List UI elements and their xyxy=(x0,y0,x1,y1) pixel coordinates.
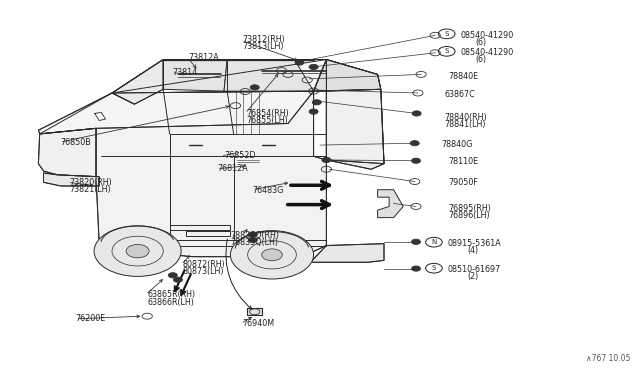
Circle shape xyxy=(168,273,177,278)
Text: S: S xyxy=(432,265,436,271)
FancyArrowPatch shape xyxy=(226,239,252,309)
Polygon shape xyxy=(314,60,381,91)
Polygon shape xyxy=(112,60,326,93)
Text: 79050F: 79050F xyxy=(448,178,478,187)
Text: 78110E: 78110E xyxy=(448,157,478,166)
Text: 76483G: 76483G xyxy=(253,186,284,195)
Text: 76812A: 76812A xyxy=(218,164,248,173)
Circle shape xyxy=(262,249,282,261)
Circle shape xyxy=(250,85,259,90)
Text: 63865R(RH): 63865R(RH) xyxy=(147,290,195,299)
Circle shape xyxy=(412,266,420,271)
Text: (2): (2) xyxy=(467,272,479,281)
Text: 63867C: 63867C xyxy=(445,90,476,99)
Polygon shape xyxy=(224,60,314,91)
Text: S: S xyxy=(445,31,449,37)
Circle shape xyxy=(412,111,421,116)
Polygon shape xyxy=(112,60,163,104)
Text: 78841(LH): 78841(LH) xyxy=(445,120,486,129)
Text: (6): (6) xyxy=(475,38,486,47)
Polygon shape xyxy=(44,173,99,186)
Text: 63866R(LH): 63866R(LH) xyxy=(147,298,194,307)
Text: (4): (4) xyxy=(467,246,478,255)
Circle shape xyxy=(173,277,182,282)
Circle shape xyxy=(312,100,321,105)
Circle shape xyxy=(410,141,419,146)
Text: 80872(RH): 80872(RH) xyxy=(182,260,225,269)
Circle shape xyxy=(412,158,420,163)
Polygon shape xyxy=(247,308,262,315)
Circle shape xyxy=(309,109,318,114)
Polygon shape xyxy=(326,60,384,169)
Circle shape xyxy=(94,226,181,276)
Circle shape xyxy=(248,232,257,237)
Text: 76895(RH): 76895(RH) xyxy=(448,204,491,213)
Text: 80873(LH): 80873(LH) xyxy=(182,267,224,276)
Circle shape xyxy=(295,60,304,65)
Text: 76940M: 76940M xyxy=(242,319,274,328)
Text: 08540-41290: 08540-41290 xyxy=(461,48,514,57)
Text: 08915-5361A: 08915-5361A xyxy=(448,239,502,248)
Text: 73820(RH): 73820(RH) xyxy=(69,178,112,187)
Text: N: N xyxy=(431,239,436,245)
Circle shape xyxy=(126,244,149,258)
Text: S: S xyxy=(445,48,449,54)
Text: 73813(LH): 73813(LH) xyxy=(242,42,284,51)
Text: 76896(LH): 76896(LH) xyxy=(448,211,490,220)
Polygon shape xyxy=(163,60,227,91)
Polygon shape xyxy=(310,244,384,262)
Text: 76200E: 76200E xyxy=(76,314,106,323)
Text: 73812(RH): 73812(RH) xyxy=(242,35,285,44)
Text: 78840G: 78840G xyxy=(442,140,473,149)
Circle shape xyxy=(322,157,331,163)
Text: (6): (6) xyxy=(475,55,486,64)
Text: 78840(RH): 78840(RH) xyxy=(445,113,488,122)
Polygon shape xyxy=(38,128,96,177)
Text: 78835Q(LH): 78835Q(LH) xyxy=(230,238,278,247)
Circle shape xyxy=(412,239,420,244)
Text: 76855(LH): 76855(LH) xyxy=(246,116,288,125)
Text: ∧767 10.05: ∧767 10.05 xyxy=(586,354,630,363)
Text: 76852D: 76852D xyxy=(224,151,255,160)
Text: 08510-61697: 08510-61697 xyxy=(448,265,501,274)
Polygon shape xyxy=(38,91,314,134)
Polygon shape xyxy=(40,60,326,257)
Text: 78834Q(RH): 78834Q(RH) xyxy=(230,231,280,240)
Text: 76850B: 76850B xyxy=(61,138,92,147)
Polygon shape xyxy=(326,89,384,164)
Circle shape xyxy=(309,64,318,70)
Polygon shape xyxy=(378,190,403,218)
Circle shape xyxy=(248,237,257,243)
Text: 73814: 73814 xyxy=(173,68,198,77)
Circle shape xyxy=(230,231,314,279)
Text: 78840E: 78840E xyxy=(448,72,478,81)
Text: 73812A: 73812A xyxy=(189,53,220,62)
Text: 08540-41290: 08540-41290 xyxy=(461,31,514,40)
Text: 73821(LH): 73821(LH) xyxy=(69,185,111,194)
Text: 76854(RH): 76854(RH) xyxy=(246,109,289,118)
